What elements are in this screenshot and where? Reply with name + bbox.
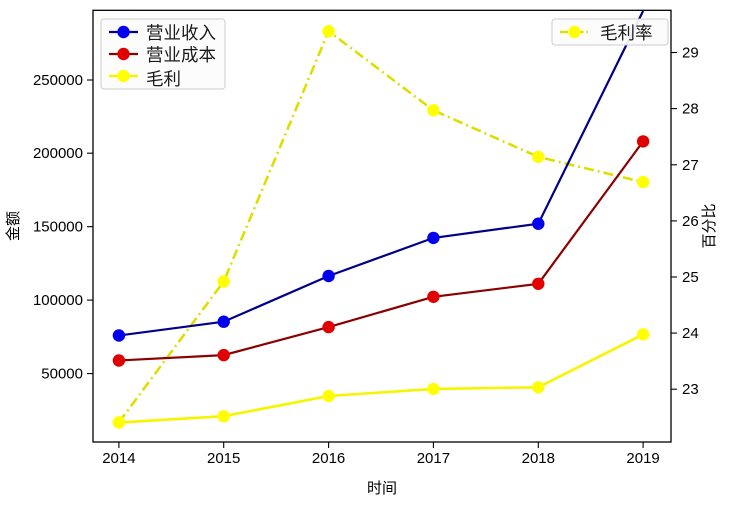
svg-text:25: 25	[682, 269, 699, 286]
svg-text:营业成本: 营业成本	[146, 45, 216, 65]
svg-text:2014: 2014	[102, 450, 135, 467]
svg-text:2018: 2018	[522, 450, 555, 467]
svg-text:金额: 金额	[5, 211, 22, 241]
svg-text:27: 27	[682, 157, 699, 174]
svg-text:250000: 250000	[33, 72, 83, 89]
svg-text:毛利率: 毛利率	[600, 23, 653, 43]
svg-text:100000: 100000	[33, 292, 83, 309]
svg-text:50000: 50000	[41, 366, 83, 383]
svg-text:26: 26	[682, 213, 699, 230]
svg-text:百分比: 百分比	[701, 203, 718, 248]
svg-text:2015: 2015	[207, 450, 240, 467]
svg-text:2017: 2017	[417, 450, 450, 467]
svg-text:23: 23	[682, 381, 699, 398]
svg-text:营业收入: 营业收入	[146, 23, 216, 43]
svg-text:24: 24	[682, 325, 699, 342]
svg-text:150000: 150000	[33, 219, 83, 236]
svg-text:2019: 2019	[626, 450, 659, 467]
svg-text:28: 28	[682, 101, 699, 118]
svg-text:200000: 200000	[33, 145, 83, 162]
svg-text:毛利: 毛利	[146, 69, 181, 89]
svg-text:时间: 时间	[367, 480, 397, 497]
svg-text:2016: 2016	[312, 450, 345, 467]
svg-text:29: 29	[682, 45, 699, 62]
